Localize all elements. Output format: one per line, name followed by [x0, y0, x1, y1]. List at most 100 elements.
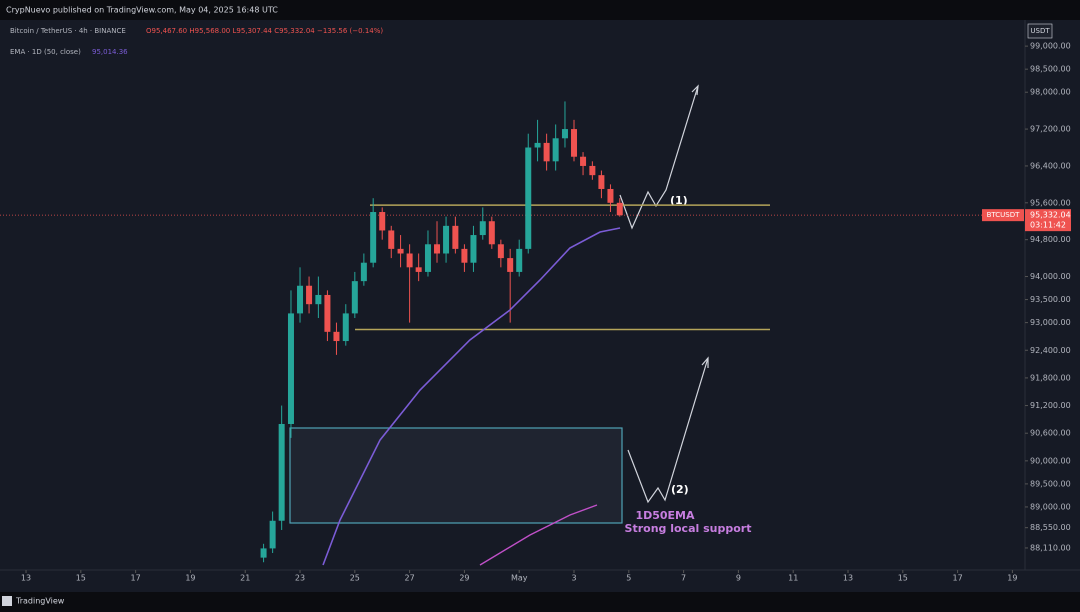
y-tick-label: 94,000.00 — [1030, 272, 1071, 281]
y-tick-label: 93,000.00 — [1030, 318, 1071, 327]
support-zone — [289, 427, 623, 524]
candle-body — [315, 294, 322, 305]
publisher: CrypNuevo published on TradingView.com, … — [6, 6, 278, 15]
annotation: 1D50EMA — [635, 509, 695, 522]
x-tick-label: 7 — [681, 574, 686, 583]
x-tick-label: 25 — [350, 574, 360, 583]
candle-body — [360, 262, 367, 282]
x-tick-label: 17 — [131, 574, 141, 583]
candle-body — [589, 165, 596, 176]
ema-line — [322, 227, 621, 566]
x-tick-label: 19 — [185, 574, 195, 583]
candle-body — [552, 138, 559, 162]
candle-body — [507, 258, 514, 272]
candle-body — [379, 212, 386, 231]
candle-body — [479, 221, 486, 236]
scenario-2-arrow — [627, 357, 709, 504]
y-tick-label: 97,200.00 — [1030, 125, 1071, 134]
countdown: 03:11:42 — [1030, 221, 1066, 230]
annotation: (2) — [671, 483, 689, 496]
candle-body — [269, 520, 276, 549]
x-tick-label: 23 — [295, 574, 305, 583]
candle-body — [443, 225, 450, 254]
annotation: Strong local support — [625, 522, 752, 535]
y-tick-label: 90,600.00 — [1030, 429, 1071, 438]
x-tick-label: 27 — [405, 574, 415, 583]
candle-body — [342, 313, 349, 342]
y-tick-label: 88,550.00 — [1030, 523, 1071, 532]
x-tick-label: 13 — [21, 574, 31, 583]
y-tick-label: 99,000.00 — [1030, 42, 1071, 51]
ema-name: EMA · 1D (50, close) — [10, 48, 81, 56]
candle-body — [470, 235, 477, 263]
candle-body — [388, 230, 395, 249]
candle-body — [525, 147, 532, 249]
y-tick-label: 93,500.00 — [1030, 295, 1071, 304]
ohlc: O95,467.60 H95,568.00 L95,307.44 C95,332… — [146, 27, 383, 35]
y-tick-label: 90,000.00 — [1030, 456, 1071, 465]
y-tick-label: 91,800.00 — [1030, 373, 1071, 382]
candle-body — [260, 548, 267, 558]
y-tick-label: 91,200.00 — [1030, 401, 1071, 410]
x-tick-label: 13 — [843, 574, 853, 583]
y-tick-label: 94,800.00 — [1030, 235, 1071, 244]
candle-body — [461, 248, 468, 263]
price-tag — [1025, 209, 1071, 232]
candle-body — [534, 142, 541, 148]
candle-body — [397, 248, 404, 254]
currency: USDT — [1030, 27, 1050, 35]
ema-projection — [479, 504, 598, 566]
candle-body — [452, 225, 459, 249]
brand: TradingView — [15, 597, 65, 606]
x-tick-label: 5 — [626, 574, 631, 583]
candle-body — [543, 142, 550, 162]
annotation: (1) — [670, 194, 688, 207]
candle-body — [616, 202, 623, 216]
candle-body — [424, 244, 431, 272]
x-tick-label: 29 — [459, 574, 469, 583]
candle-body — [370, 212, 377, 263]
candle-body — [306, 285, 313, 305]
y-tick-label: 98,000.00 — [1030, 88, 1071, 97]
candle-body — [278, 423, 285, 521]
symbol: Bitcoin / TetherUS · 4h · BINANCE — [10, 27, 126, 35]
ema-value: 95,014.36 — [92, 48, 128, 56]
candle-body — [297, 285, 304, 314]
x-tick-label: May — [511, 574, 528, 583]
price-tag — [982, 209, 1024, 222]
y-tick-label: 95,600.00 — [1030, 198, 1071, 207]
x-tick-label: 15 — [898, 574, 908, 583]
candle-body — [333, 331, 340, 342]
x-tick-label: 17 — [953, 574, 963, 583]
candle-body — [571, 129, 578, 157]
candle-body — [351, 281, 358, 314]
candle-body — [406, 253, 413, 268]
x-tick-label: 19 — [1007, 574, 1017, 583]
candle-body — [598, 175, 605, 189]
logo — [2, 596, 12, 606]
y-tick-label: 89,500.00 — [1030, 479, 1071, 488]
candle-body — [607, 188, 614, 203]
candle-body — [287, 313, 294, 424]
y-tick-label: 89,000.00 — [1030, 502, 1071, 511]
candle-body — [580, 156, 587, 166]
arrowhead — [701, 356, 709, 368]
y-tick-label: 92,400.00 — [1030, 346, 1071, 355]
y-tick-label: 98,500.00 — [1030, 65, 1071, 74]
candle-body — [516, 248, 523, 272]
y-tick-label: 96,400.00 — [1030, 161, 1071, 170]
price-label: 95,332.04 — [1030, 211, 1071, 220]
candle-body — [434, 244, 441, 254]
x-tick-label: 21 — [240, 574, 250, 583]
candle-body — [488, 221, 495, 245]
price-tag-symbol: BTCUSDT — [987, 211, 1021, 219]
x-tick-label: 15 — [76, 574, 86, 583]
candle-body — [415, 267, 422, 272]
x-tick-label: 11 — [788, 574, 798, 583]
x-tick-label: 3 — [571, 574, 576, 583]
scenario-1-arrow — [619, 85, 699, 230]
currency-box — [1027, 23, 1053, 39]
candle-body — [497, 244, 504, 259]
y-tick-label: 88,110.00 — [1030, 543, 1071, 552]
